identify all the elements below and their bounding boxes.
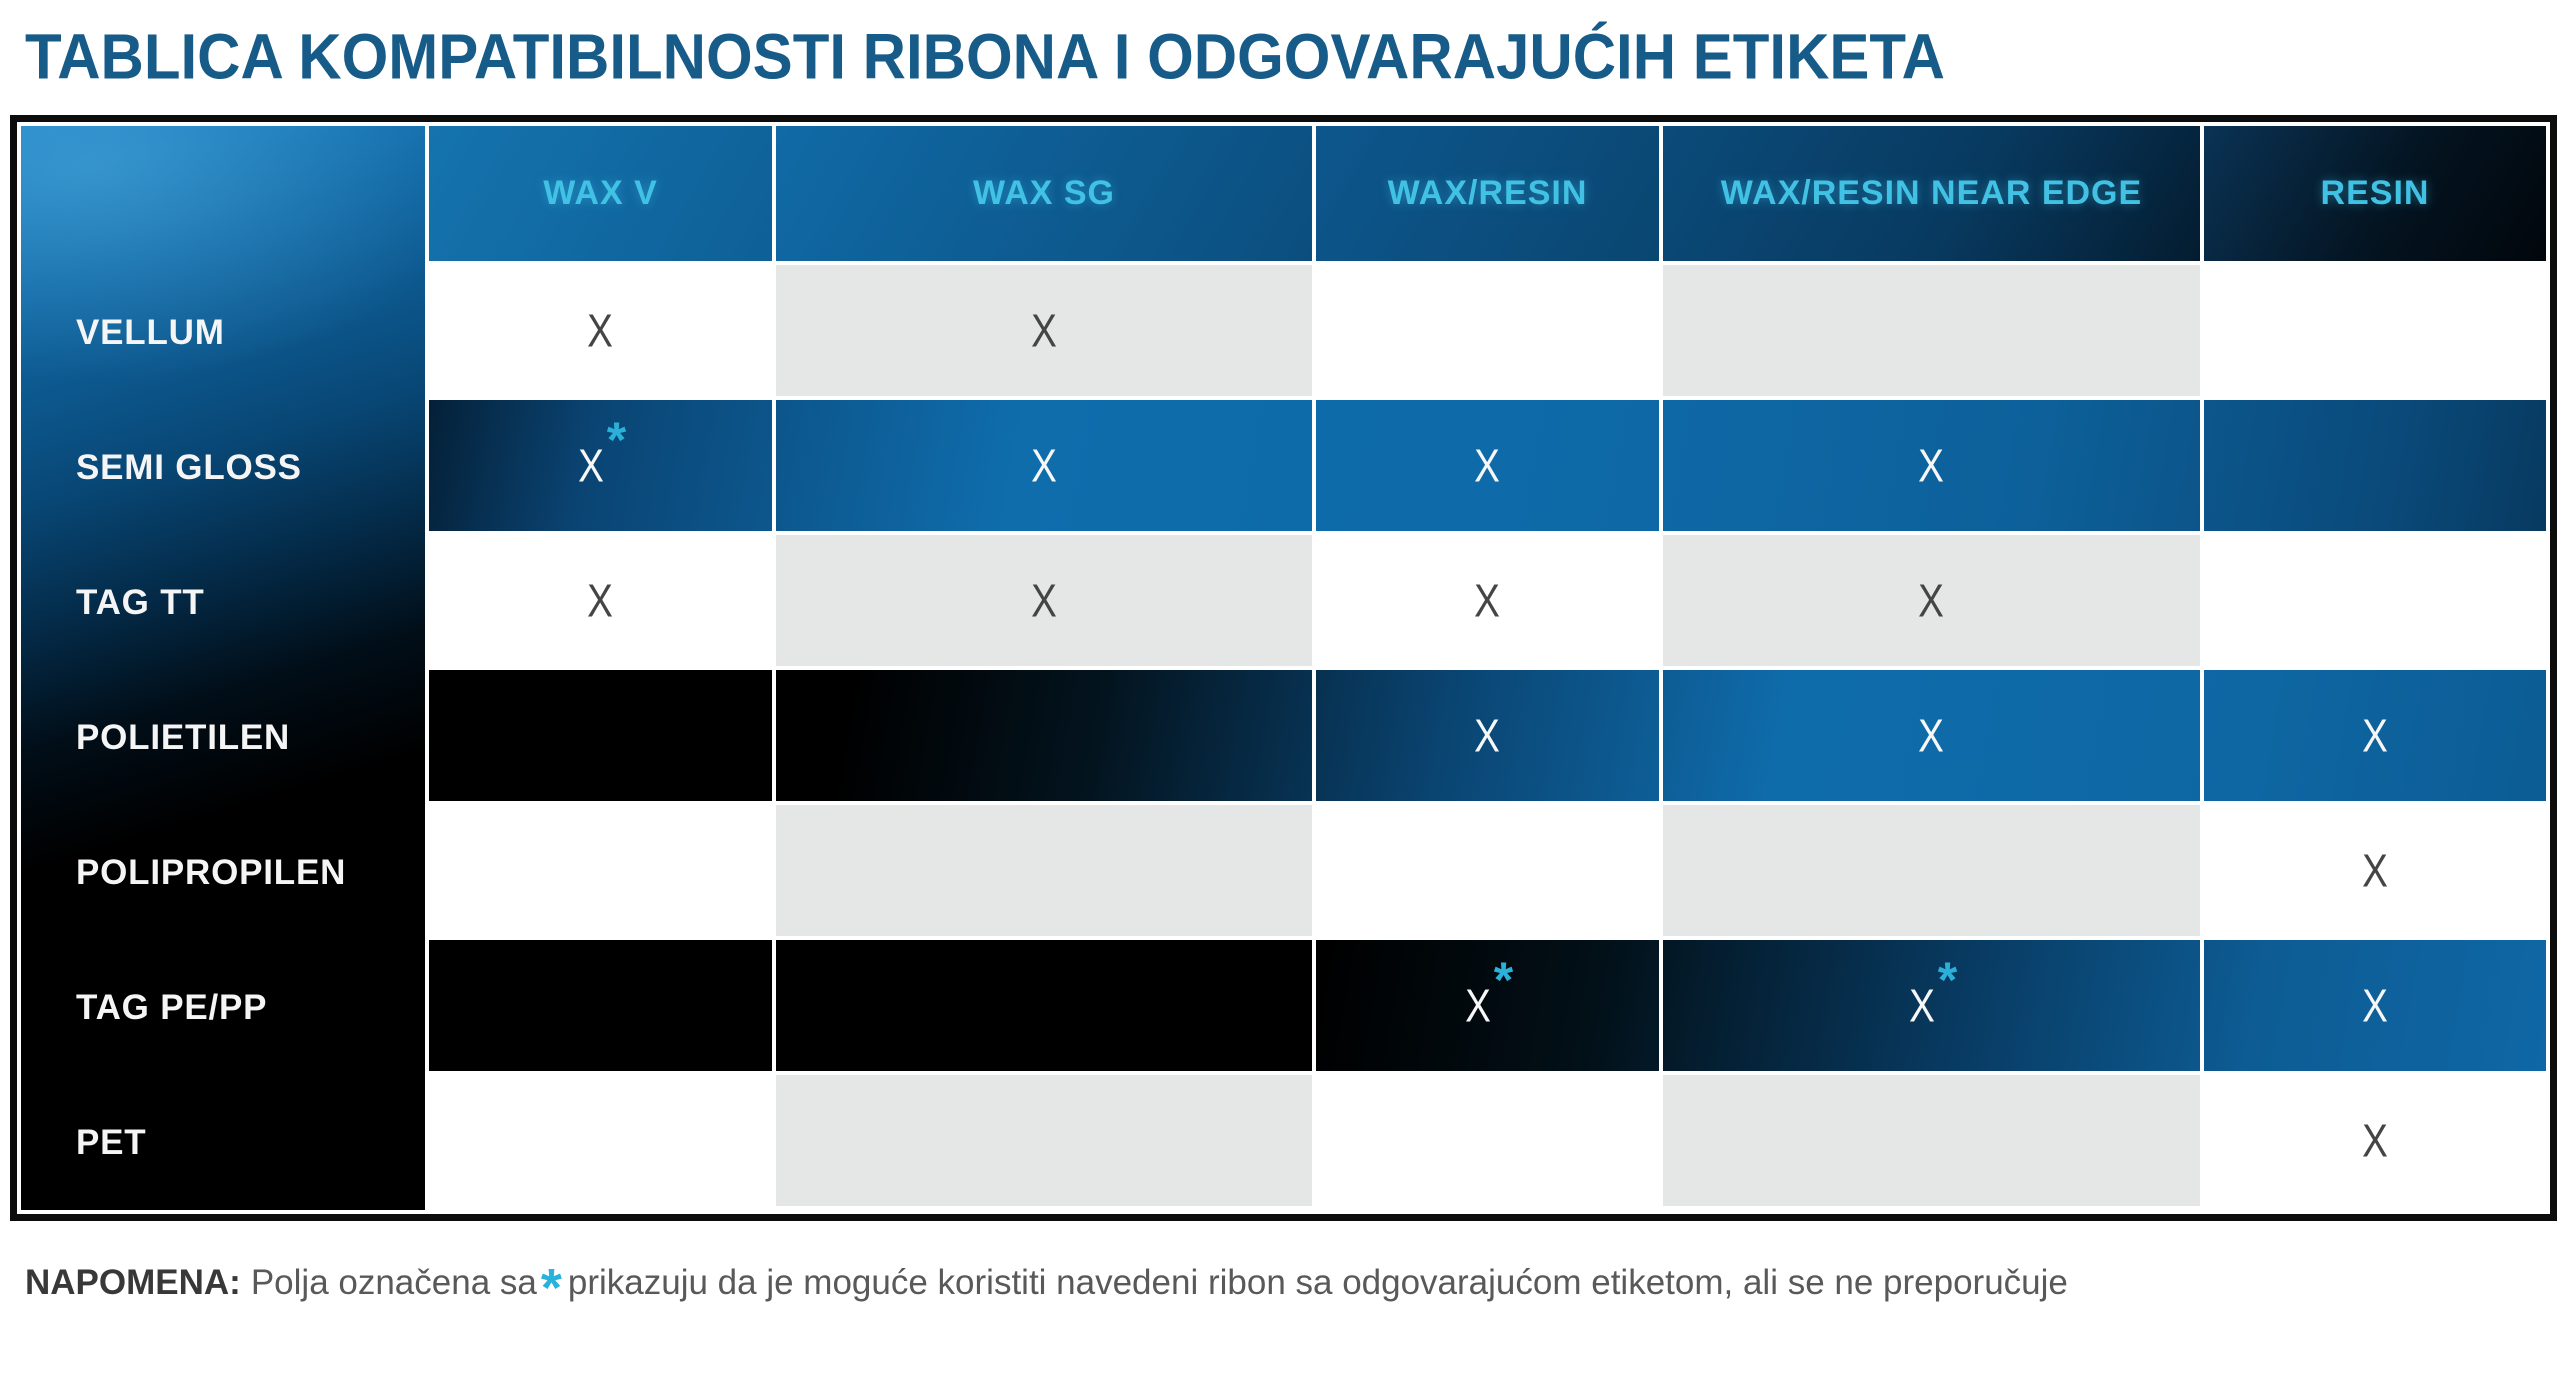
footnote: NAPOMENA: Polja označena sa* prikazuju da …: [25, 1261, 2560, 1315]
row-label: VELLUM: [76, 312, 225, 352]
compat-mark: X: [1474, 439, 1501, 491]
compat-mark: X: [1908, 979, 1935, 1031]
row-label-slot: POLIPROPILEN: [21, 805, 425, 940]
compat-mark: X: [1474, 709, 1501, 761]
row-label: TAG TT: [76, 582, 205, 622]
table-cell: [425, 940, 772, 1071]
table-cell: [772, 940, 1312, 1071]
row-label: PET: [76, 1122, 147, 1162]
table-cell: [1312, 1075, 1659, 1206]
table-cell: X: [1312, 535, 1659, 666]
table-cell: [1659, 265, 2200, 396]
page-title: TABLICA KOMPATIBILNOSTI RIBONA I ODGOVAR…: [25, 21, 1945, 93]
table-row: X X X: [425, 670, 2546, 801]
footnote-text-before: Polja označena sa: [250, 1263, 537, 1302]
compat-mark: X: [1918, 574, 1945, 626]
compatibility-table: VELLUM SEMI GLOSS TAG TT POLIETILEN POLI…: [10, 115, 2557, 1221]
corner-spacer: [21, 126, 425, 265]
table-body: WAX V WAX SG WAX/RESIN WAX/RESIN NEAR ED…: [425, 126, 2546, 1210]
column-header-resin: RESIN: [2200, 126, 2546, 261]
row-label-slot: VELLUM: [21, 265, 425, 400]
table-cell: X: [1659, 535, 2200, 666]
footnote-label: NAPOMENA:: [25, 1263, 241, 1302]
footnote-asterisk: *: [540, 1258, 562, 1318]
row-label-slot: POLIETILEN: [21, 670, 425, 805]
table-cell: X *: [425, 400, 772, 531]
table-cell: [1312, 265, 1659, 396]
table-row: X X: [425, 265, 2546, 396]
column-header-wax-sg: WAX SG: [772, 126, 1312, 261]
header-row: WAX V WAX SG WAX/RESIN WAX/RESIN NEAR ED…: [425, 126, 2546, 261]
compat-mark: X: [1474, 574, 1501, 626]
table-cell: X: [425, 265, 772, 396]
table-cell: [2200, 535, 2546, 666]
table-cell: [2200, 265, 2546, 396]
table-row: X * X * X: [425, 940, 2546, 1071]
row-label-slot: PET: [21, 1075, 425, 1210]
compat-mark: X: [577, 439, 604, 491]
row-label: SEMI GLOSS: [76, 447, 302, 487]
table-cell: X: [1659, 400, 2200, 531]
row-label: POLIPROPILEN: [76, 852, 347, 892]
row-label: TAG PE/PP: [76, 987, 268, 1027]
table-cell: X: [425, 535, 772, 666]
table-row: X * X X X: [425, 400, 2546, 531]
table-row: X: [425, 805, 2546, 936]
compat-mark: X: [1031, 304, 1057, 356]
compat-mark: X: [1031, 574, 1057, 626]
table-cell: [2200, 400, 2546, 531]
table-cell: [772, 1075, 1312, 1206]
column-header-wax-v: WAX V: [425, 126, 772, 261]
table-cell: [425, 805, 772, 936]
compat-mark: X: [1031, 439, 1057, 491]
column-header-wax-resin: WAX/RESIN: [1312, 126, 1659, 261]
compat-mark: X: [587, 304, 614, 356]
table-cell: X: [2200, 1075, 2546, 1206]
row-label: POLIETILEN: [76, 717, 291, 757]
row-label-slot: SEMI GLOSS: [21, 400, 425, 535]
table-cell: X *: [1659, 940, 2200, 1071]
table-cell: [425, 1075, 772, 1206]
compat-mark: X: [1918, 439, 1945, 491]
compat-mark: X: [587, 574, 614, 626]
table-cell: X *: [1312, 940, 1659, 1071]
compat-mark: X: [2362, 979, 2388, 1031]
table-cell: X: [2200, 670, 2546, 801]
compat-mark: X: [2362, 1114, 2388, 1166]
row-label-slot: TAG PE/PP: [21, 940, 425, 1075]
table-row: X X X X: [425, 535, 2546, 666]
table-cell: X: [772, 535, 1312, 666]
table-cell: X: [772, 265, 1312, 396]
table-cell: [1659, 805, 2200, 936]
table-cell: X: [772, 400, 1312, 531]
table-cell: X: [1312, 400, 1659, 531]
footnote-text-after: prikazuju da je moguće koristiti naveden…: [567, 1263, 2068, 1302]
table-cell: [772, 670, 1312, 801]
row-label-slot: TAG TT: [21, 535, 425, 670]
compat-mark: X: [1918, 709, 1945, 761]
table-row: X: [425, 1075, 2546, 1206]
table-cell: X: [1659, 670, 2200, 801]
table-cell: X: [1312, 670, 1659, 801]
compat-mark: X: [1464, 979, 1491, 1031]
row-label-column: VELLUM SEMI GLOSS TAG TT POLIETILEN POLI…: [21, 126, 425, 1210]
compat-mark: X: [2362, 709, 2388, 761]
column-header-wax-resin-near-edge: WAX/RESIN NEAR EDGE: [1659, 126, 2200, 261]
table-cell: X: [2200, 805, 2546, 936]
table-cell: [1659, 1075, 2200, 1206]
table-cell: [1312, 805, 1659, 936]
table-cell: [772, 805, 1312, 936]
table-cell: X: [2200, 940, 2546, 1071]
compat-mark: X: [2362, 844, 2388, 896]
table-cell: [425, 670, 772, 801]
